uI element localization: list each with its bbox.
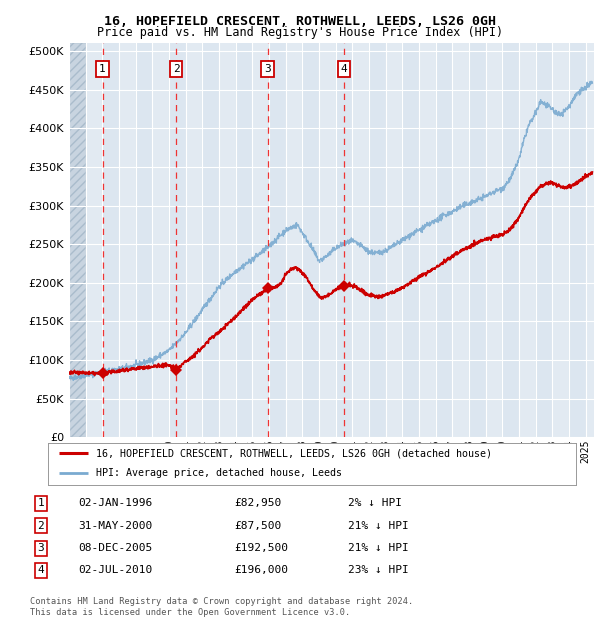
Bar: [69, 43, 86, 437]
Text: 31-MAY-2000: 31-MAY-2000: [78, 521, 152, 531]
Bar: [302, 43, 319, 437]
Bar: [569, 43, 586, 437]
Text: 2: 2: [173, 64, 179, 74]
Bar: [352, 43, 369, 437]
Text: 2: 2: [37, 521, 44, 531]
Text: 3: 3: [37, 543, 44, 553]
Bar: [136, 43, 152, 437]
Text: 2% ↓ HPI: 2% ↓ HPI: [348, 498, 402, 508]
Text: 16, HOPEFIELD CRESCENT, ROTHWELL, LEEDS, LS26 0GH (detached house): 16, HOPEFIELD CRESCENT, ROTHWELL, LEEDS,…: [95, 448, 491, 458]
Text: 3: 3: [265, 64, 271, 74]
Text: 21% ↓ HPI: 21% ↓ HPI: [348, 543, 409, 553]
Bar: [485, 43, 502, 437]
Text: 4: 4: [341, 64, 347, 74]
Text: 21% ↓ HPI: 21% ↓ HPI: [348, 521, 409, 531]
Text: £87,500: £87,500: [234, 521, 281, 531]
Bar: [553, 43, 569, 437]
Text: £196,000: £196,000: [234, 565, 288, 575]
Bar: [536, 43, 553, 437]
Bar: [519, 43, 536, 437]
Bar: [502, 43, 519, 437]
Bar: [185, 43, 202, 437]
Bar: [69, 43, 86, 437]
Text: £82,950: £82,950: [234, 498, 281, 508]
Bar: [169, 43, 185, 437]
Bar: [419, 43, 436, 437]
Bar: [286, 43, 302, 437]
Text: HPI: Average price, detached house, Leeds: HPI: Average price, detached house, Leed…: [95, 468, 341, 478]
Bar: [253, 43, 269, 437]
Bar: [436, 43, 452, 437]
Text: 02-JAN-1996: 02-JAN-1996: [78, 498, 152, 508]
Text: Price paid vs. HM Land Registry's House Price Index (HPI): Price paid vs. HM Land Registry's House …: [97, 26, 503, 38]
Bar: [103, 43, 119, 437]
Bar: [219, 43, 236, 437]
Bar: [469, 43, 485, 437]
Bar: [152, 43, 169, 437]
Text: £192,500: £192,500: [234, 543, 288, 553]
Text: Contains HM Land Registry data © Crown copyright and database right 2024.
This d: Contains HM Land Registry data © Crown c…: [30, 598, 413, 617]
Text: 1: 1: [99, 64, 106, 74]
Bar: [386, 43, 403, 437]
Text: 23% ↓ HPI: 23% ↓ HPI: [348, 565, 409, 575]
Bar: [319, 43, 335, 437]
Text: 02-JUL-2010: 02-JUL-2010: [78, 565, 152, 575]
Text: 4: 4: [37, 565, 44, 575]
Bar: [452, 43, 469, 437]
Bar: [86, 43, 103, 437]
Bar: [586, 43, 600, 437]
Bar: [269, 43, 286, 437]
Text: 1: 1: [37, 498, 44, 508]
Bar: [335, 43, 352, 437]
Bar: [202, 43, 219, 437]
Bar: [369, 43, 386, 437]
Text: 16, HOPEFIELD CRESCENT, ROTHWELL, LEEDS, LS26 0GH: 16, HOPEFIELD CRESCENT, ROTHWELL, LEEDS,…: [104, 15, 496, 27]
Bar: [119, 43, 136, 437]
Bar: [403, 43, 419, 437]
Bar: [236, 43, 253, 437]
Text: 08-DEC-2005: 08-DEC-2005: [78, 543, 152, 553]
